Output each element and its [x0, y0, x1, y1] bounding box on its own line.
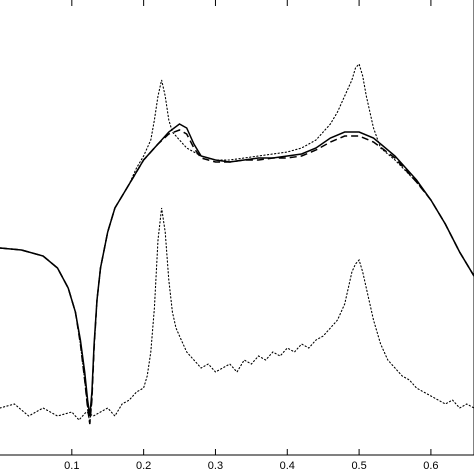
x-tick-label: 0.4	[280, 460, 295, 472]
series-line-4-dotted	[0, 207, 474, 421]
x-tick-label: 0.5	[351, 460, 366, 472]
series-layer	[0, 62, 474, 425]
series-line-2-dashed	[0, 129, 474, 425]
x-tick-label: 0.6	[423, 460, 438, 472]
x-tick-label: 0.2	[136, 460, 151, 472]
x-tick-label: 0.3	[208, 460, 223, 472]
plot-frame	[0, 0, 474, 456]
series-line-3-dotted	[0, 62, 474, 425]
x-axis: 0.1 0.2 0.3 0.4 0.5 0.6	[64, 0, 439, 472]
series-line-1-solid	[0, 123, 474, 417]
x-tick-label: 0.1	[64, 460, 79, 472]
